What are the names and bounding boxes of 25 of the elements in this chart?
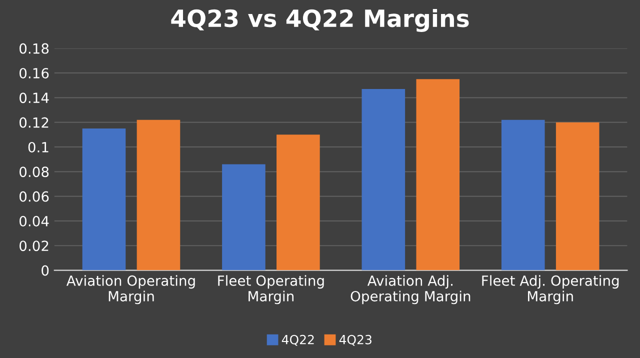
bar — [136, 120, 180, 270]
y-tick-label: 0.1 — [28, 142, 48, 152]
y-tick-label: 0 — [42, 265, 49, 276]
chart-title: 4Q23 vs 4Q22 Margins — [171, 8, 469, 32]
bar — [362, 89, 406, 270]
y-tick-label: 0.14 — [20, 92, 49, 104]
x-tick-label: Aviation Adj. Operating Margin — [350, 275, 470, 304]
bar — [416, 79, 460, 270]
x-tick-label: Fleet Operating Margin — [218, 275, 324, 304]
y-tick-label: 0.08 — [20, 166, 49, 178]
legend-label: 4Q23 — [339, 334, 372, 346]
bar — [501, 120, 545, 270]
y-tick-label: 0.18 — [20, 43, 49, 54]
bar — [556, 122, 600, 270]
y-tick-label: 0.12 — [20, 117, 48, 128]
y-tick-label: 0.16 — [20, 68, 49, 78]
x-tick-label: Aviation Operating Margin — [66, 275, 195, 304]
bar — [82, 128, 126, 270]
y-tick-label: 0.02 — [20, 240, 48, 252]
bar — [222, 164, 266, 270]
x-tick-label: Fleet Adj. Operating Margin — [482, 275, 619, 304]
y-tick-label: 0.04 — [20, 216, 49, 226]
bar — [276, 134, 320, 270]
y-tick-label: 0.06 — [20, 191, 49, 202]
legend-label: 4Q22 — [282, 334, 314, 346]
